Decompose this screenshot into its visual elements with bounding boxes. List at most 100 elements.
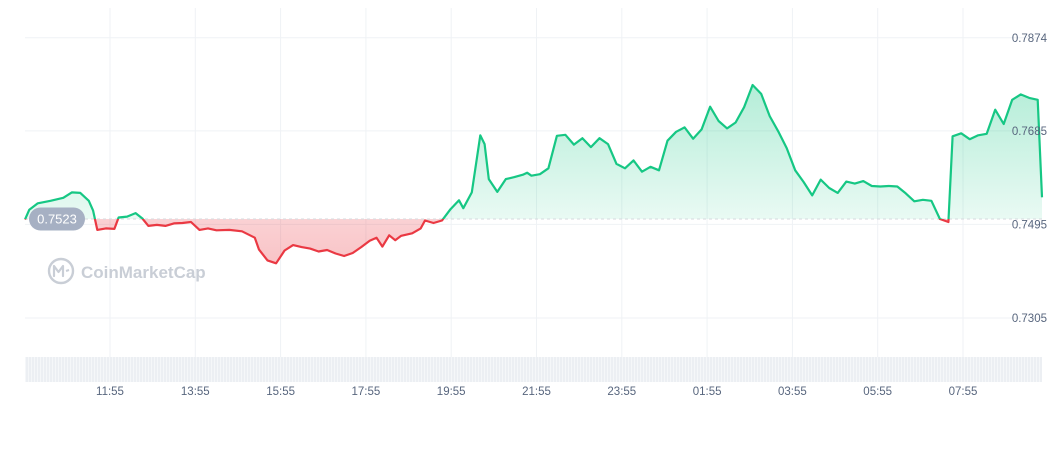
volume-bar xyxy=(191,357,193,382)
volume-bar xyxy=(1040,357,1042,382)
volume-bar xyxy=(1016,357,1018,382)
volume-bar xyxy=(74,357,76,382)
volume-bar xyxy=(605,357,607,382)
volume-bar xyxy=(560,357,562,382)
volume-bar xyxy=(251,357,253,382)
volume-bar xyxy=(275,357,277,382)
volume-bar xyxy=(965,357,967,382)
watermark-text: CoinMarketCap xyxy=(81,263,206,282)
volume-bar xyxy=(491,357,493,382)
volume-bar xyxy=(230,357,232,382)
volume-bar xyxy=(437,357,439,382)
volume-bar xyxy=(101,357,103,382)
volume-bar xyxy=(755,357,757,382)
volume-bar xyxy=(932,357,934,382)
volume-bar xyxy=(809,357,811,382)
volume-bar xyxy=(644,357,646,382)
volume-bar xyxy=(680,357,682,382)
volume-bar xyxy=(179,357,181,382)
volume-bar xyxy=(332,357,334,382)
volume-bar xyxy=(1037,357,1039,382)
volume-bar xyxy=(935,357,937,382)
volume-bar xyxy=(248,357,250,382)
volume-bar xyxy=(587,357,589,382)
volume-bar xyxy=(284,357,286,382)
volume-bar xyxy=(629,357,631,382)
volume-bar xyxy=(899,357,901,382)
volume-bar xyxy=(206,357,208,382)
volume-bar xyxy=(578,357,580,382)
volume-bar xyxy=(533,357,535,382)
volume-bar xyxy=(95,357,97,382)
x-tick-label: 07:55 xyxy=(949,386,978,398)
volume-bar xyxy=(842,357,844,382)
volume-bar xyxy=(689,357,691,382)
volume-bar xyxy=(458,357,460,382)
volume-bar xyxy=(638,357,640,382)
volume-bar xyxy=(536,357,538,382)
volume-bar xyxy=(656,357,658,382)
volume-bar xyxy=(236,357,238,382)
volume-bar xyxy=(377,357,379,382)
volume-bar xyxy=(518,357,520,382)
volume-bar xyxy=(488,357,490,382)
volume-bar xyxy=(296,357,298,382)
volume-bar xyxy=(647,357,649,382)
volume-bar xyxy=(107,357,109,382)
volume-bar xyxy=(356,357,358,382)
volume-bar xyxy=(695,357,697,382)
volume-bar xyxy=(818,357,820,382)
volume-bar xyxy=(725,357,727,382)
volume-bar xyxy=(623,357,625,382)
volume-bar xyxy=(596,357,598,382)
volume-bar xyxy=(740,357,742,382)
volume-bar xyxy=(554,357,556,382)
x-tick-label: 17:55 xyxy=(352,386,381,398)
volume-bar xyxy=(218,357,220,382)
volume-bar xyxy=(335,357,337,382)
volume-bar xyxy=(365,357,367,382)
volume-bar xyxy=(389,357,391,382)
volume-bar xyxy=(746,357,748,382)
volume-bar xyxy=(785,357,787,382)
volume-bar xyxy=(575,357,577,382)
volume-bar xyxy=(98,357,100,382)
volume-bar xyxy=(485,357,487,382)
volume-bar xyxy=(482,357,484,382)
volume-bar xyxy=(881,357,883,382)
volume-bar xyxy=(968,357,970,382)
volume-bar xyxy=(617,357,619,382)
x-tick-label: 05:55 xyxy=(863,386,892,398)
volume-bar xyxy=(1019,357,1021,382)
volume-bar xyxy=(269,357,271,382)
volume-bar xyxy=(716,357,718,382)
volume-bar xyxy=(152,357,154,382)
volume-bar xyxy=(869,357,871,382)
volume-bar xyxy=(386,357,388,382)
volume-bar xyxy=(440,357,442,382)
volume-bar xyxy=(167,357,169,382)
volume-bar xyxy=(80,357,82,382)
volume-bar xyxy=(539,357,541,382)
volume-bar xyxy=(380,357,382,382)
volume-bar xyxy=(164,357,166,382)
volume-bar xyxy=(347,357,349,382)
volume-bar xyxy=(683,357,685,382)
volume-bar xyxy=(410,357,412,382)
volume-bar xyxy=(821,357,823,382)
volume-bar xyxy=(134,357,136,382)
volume-bar xyxy=(35,357,37,382)
area-fill-up xyxy=(25,85,1042,220)
volume-bar xyxy=(752,357,754,382)
volume-bar xyxy=(890,357,892,382)
baseline-badge-label: 0.7523 xyxy=(37,212,77,227)
volume-bar xyxy=(713,357,715,382)
volume-bar xyxy=(992,357,994,382)
volume-bar xyxy=(743,357,745,382)
volume-bar xyxy=(116,357,118,382)
volume-bar xyxy=(233,357,235,382)
volume-bar xyxy=(833,357,835,382)
volume-bar xyxy=(59,357,61,382)
volume-bar xyxy=(68,357,70,382)
volume-bar xyxy=(893,357,895,382)
